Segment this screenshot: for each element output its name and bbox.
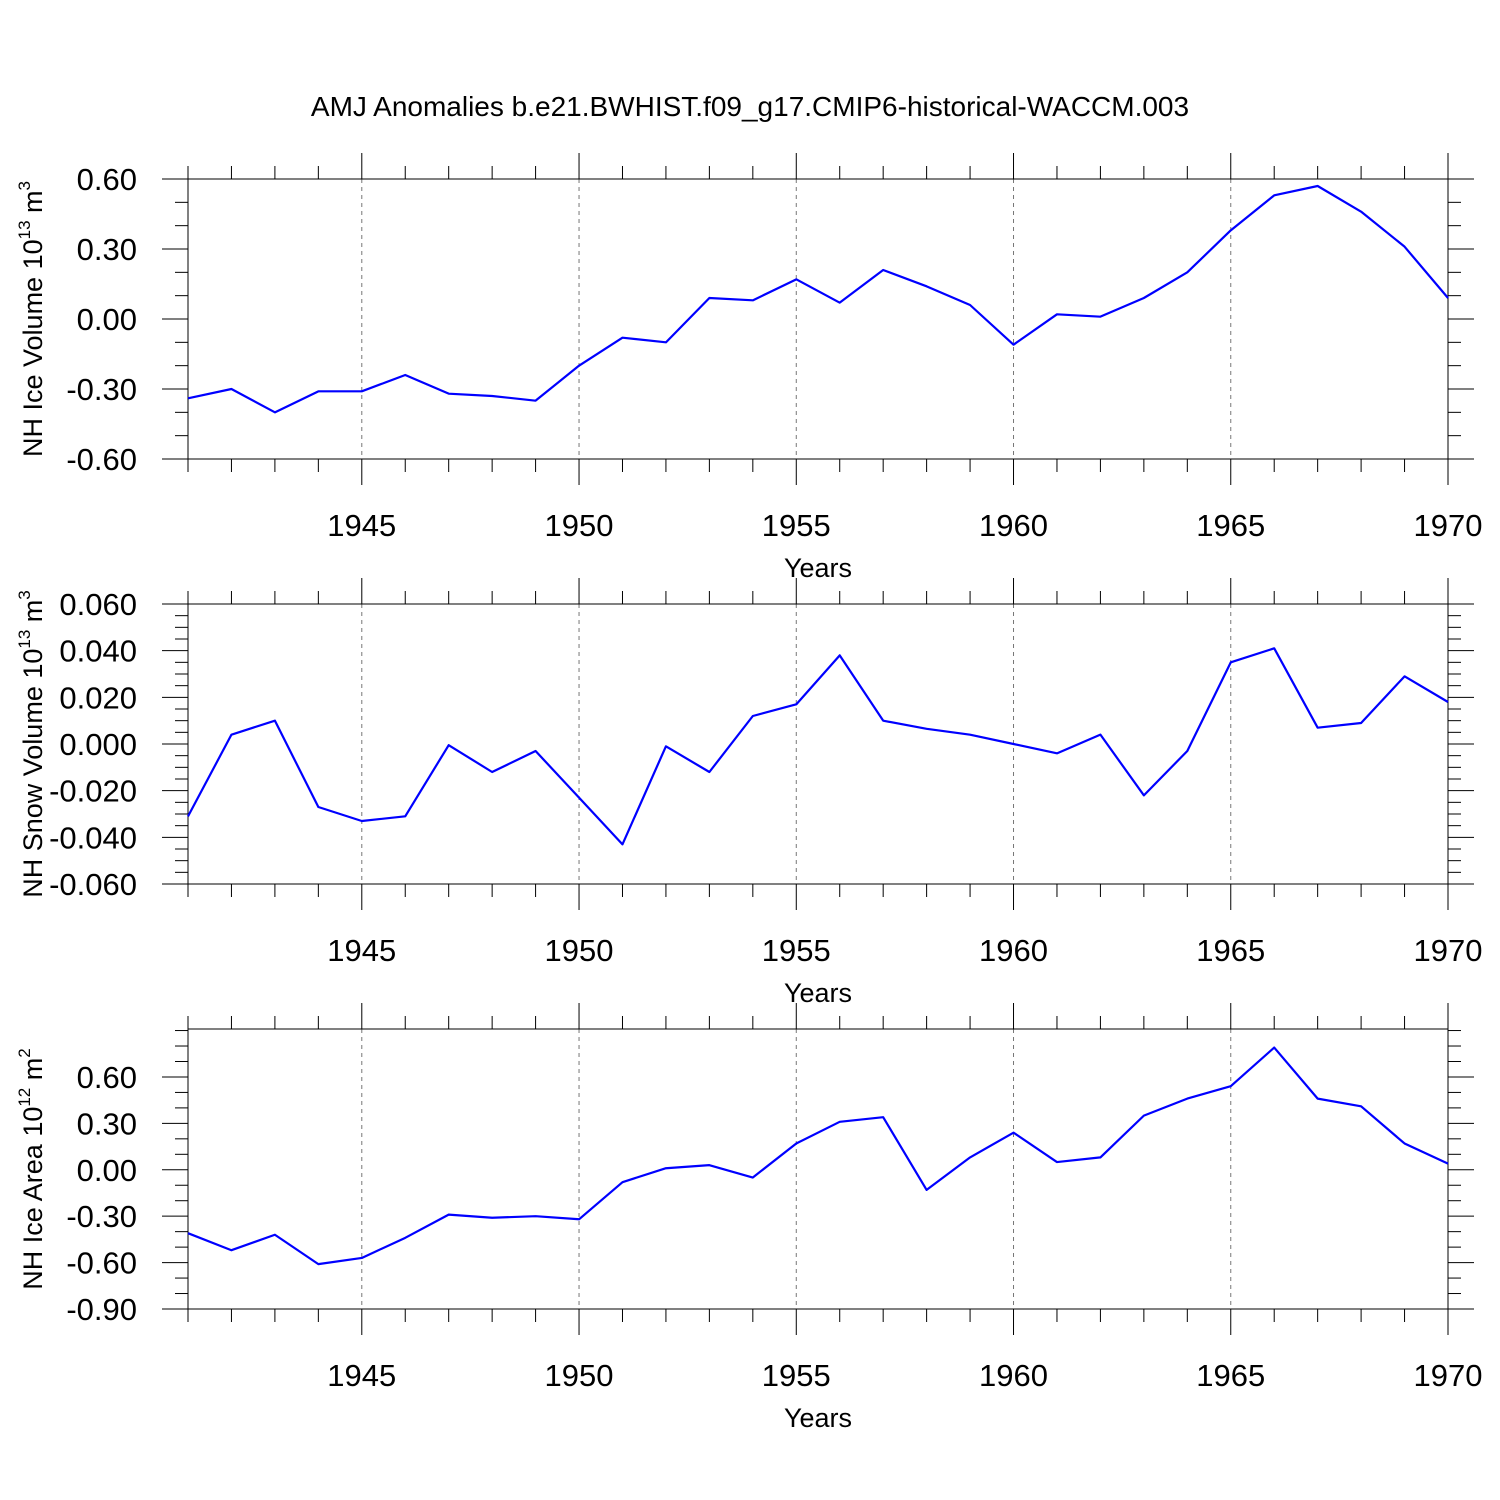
x-axis-label: Years bbox=[784, 553, 852, 583]
panel-1: -0.60 -0.30 0.00 0.30 0.60 1945 1950 1955 1960 19… bbox=[15, 153, 1482, 583]
y-label-text: m bbox=[18, 1058, 48, 1088]
data-series-line bbox=[187, 647, 1449, 846]
x-axis-label: Years bbox=[784, 1403, 852, 1433]
x-tick-label: 1945 bbox=[327, 933, 396, 968]
y-label-text: NH Ice Volume 10 bbox=[18, 239, 48, 457]
chart-title: AMJ Anomalies b.e21.BWHIST.f09_g17.CMIP6… bbox=[311, 91, 1189, 122]
x-tick-label: 1965 bbox=[1196, 933, 1265, 968]
y-label-exponent: 12 bbox=[15, 1088, 34, 1107]
panel-2: -0.060 -0.040 -0.020 0.000 0.020 0.040 0.060 19… bbox=[15, 578, 1482, 1008]
plot-frame bbox=[187, 603, 1449, 885]
y-label-text: NH Snow Volume 10 bbox=[18, 649, 48, 898]
x-tick-label: 1960 bbox=[979, 1358, 1048, 1393]
y-label-exponent: 3 bbox=[15, 590, 34, 599]
y-tick-label: 0.000 bbox=[59, 727, 137, 762]
y-tick-label: 0.30 bbox=[77, 1106, 137, 1141]
y-tick-label: -0.30 bbox=[66, 372, 137, 407]
x-tick-label: 1945 bbox=[327, 508, 396, 543]
y-tick-label: 0.00 bbox=[77, 302, 137, 337]
data-series-line bbox=[187, 1046, 1449, 1266]
y-label-exponent: 13 bbox=[15, 630, 34, 649]
y-tick-label: -0.060 bbox=[49, 867, 137, 902]
panel-3: -0.90 -0.60 -0.30 0.00 0.30 0.60 1945 1950 1955 1… bbox=[15, 1003, 1482, 1433]
y-tick-label: 0.30 bbox=[77, 232, 137, 267]
x-tick-label: 1970 bbox=[1414, 933, 1483, 968]
y-label-exponent: 2 bbox=[15, 1048, 34, 1057]
y-axis-label: NH Ice Area 1012 m2 bbox=[15, 1048, 48, 1289]
x-tick-label: 1960 bbox=[979, 508, 1048, 543]
y-tick-label: 0.00 bbox=[77, 1153, 137, 1188]
x-tick-label: 1950 bbox=[545, 933, 614, 968]
y-tick-label: 0.60 bbox=[77, 162, 137, 197]
y-label-exponent: 3 bbox=[15, 181, 34, 190]
y-label-text: m bbox=[18, 600, 48, 630]
y-label-exponent: 13 bbox=[15, 220, 34, 239]
y-tick-label: -0.60 bbox=[66, 1246, 137, 1281]
x-tick-label: 1950 bbox=[545, 1358, 614, 1393]
x-tick-label: 1950 bbox=[545, 508, 614, 543]
y-axis-label: NH Ice Volume 1013 m3 bbox=[15, 181, 48, 457]
x-tick-label: 1955 bbox=[762, 1358, 831, 1393]
x-tick-label: 1970 bbox=[1414, 1358, 1483, 1393]
y-tick-label: 0.020 bbox=[59, 680, 137, 715]
y-label-text: m bbox=[18, 190, 48, 220]
y-axis-label: NH Snow Volume 1013 m3 bbox=[15, 590, 48, 898]
data-series-line bbox=[187, 184, 1449, 414]
y-tick-label: 0.060 bbox=[59, 587, 137, 622]
x-tick-label: 1955 bbox=[762, 508, 831, 543]
x-axis-label: Years bbox=[784, 978, 852, 1008]
plot-frame bbox=[187, 1028, 1449, 1310]
x-tick-label: 1955 bbox=[762, 933, 831, 968]
y-tick-label: 0.040 bbox=[59, 634, 137, 669]
y-tick-label: -0.020 bbox=[49, 774, 137, 809]
x-tick-label: 1965 bbox=[1196, 1358, 1265, 1393]
x-tick-label: 1970 bbox=[1414, 508, 1483, 543]
y-tick-label: 0.60 bbox=[77, 1060, 137, 1095]
y-tick-label: -0.040 bbox=[49, 820, 137, 855]
y-tick-label: -0.90 bbox=[66, 1292, 137, 1327]
x-tick-label: 1965 bbox=[1196, 508, 1265, 543]
x-tick-label: 1945 bbox=[327, 1358, 396, 1393]
plot-frame bbox=[187, 178, 1449, 460]
y-label-text: NH Ice Area 10 bbox=[18, 1107, 48, 1290]
y-tick-label: -0.60 bbox=[66, 442, 137, 477]
y-tick-label: -0.30 bbox=[66, 1199, 137, 1234]
x-tick-label: 1960 bbox=[979, 933, 1048, 968]
